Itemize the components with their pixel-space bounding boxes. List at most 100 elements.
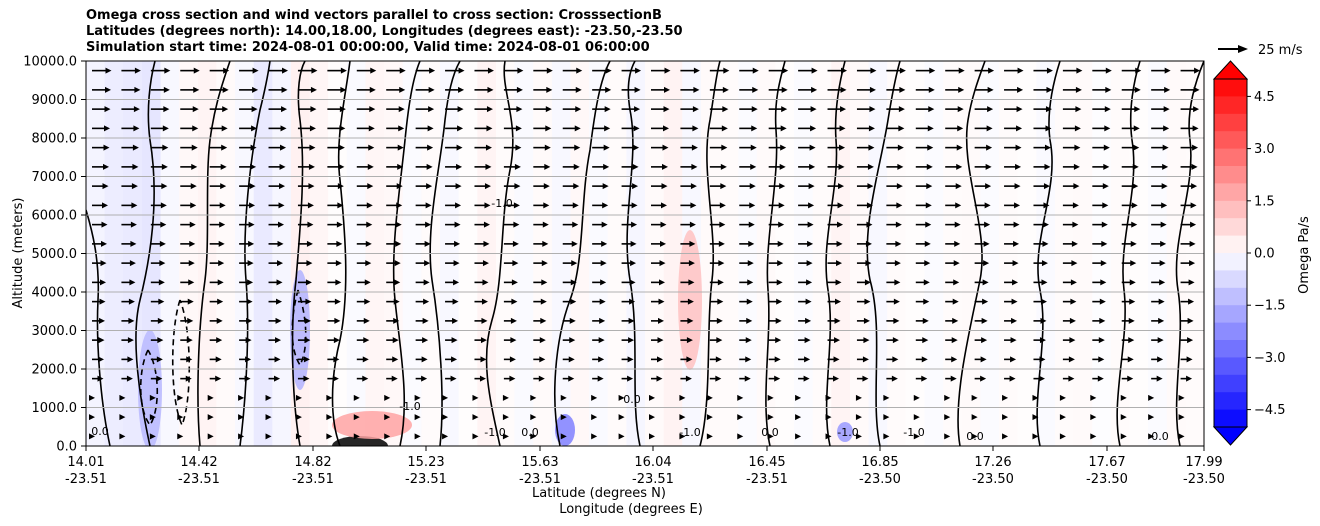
contour-label: 0.0 <box>1151 430 1169 443</box>
wind-vector <box>739 240 755 247</box>
wind-vector <box>445 106 464 113</box>
omega-feature <box>837 422 853 442</box>
wind-vector <box>1062 144 1081 151</box>
wind-vector <box>974 317 988 324</box>
wind-vector <box>121 144 139 151</box>
wind-vector <box>415 337 429 344</box>
wind-vector <box>150 298 165 305</box>
wind-vector <box>502 433 509 440</box>
wind-vector <box>415 163 433 170</box>
wind-vector <box>1180 240 1196 247</box>
wind-vector <box>502 394 509 401</box>
wind-vector <box>1032 433 1039 440</box>
wind-vector <box>827 317 841 324</box>
wind-vector <box>1178 394 1185 401</box>
wind-vector <box>739 298 753 305</box>
y-tick-label: 8000.0 <box>32 132 78 147</box>
wind-vector <box>150 375 163 382</box>
wind-vector <box>1004 221 1020 228</box>
wind-vector <box>591 394 598 401</box>
wind-vector <box>297 125 316 132</box>
wind-vector <box>709 240 725 247</box>
wind-vector <box>1062 106 1082 113</box>
wind-vector <box>562 240 578 247</box>
wind-vector <box>1121 125 1140 132</box>
wind-vector <box>1180 356 1193 363</box>
wind-vector <box>150 240 166 247</box>
wind-vector <box>856 67 877 74</box>
wind-vector <box>1121 375 1134 382</box>
wind-vector <box>209 279 224 286</box>
wind-vector <box>415 221 432 228</box>
wind-vector <box>353 394 360 401</box>
wind-vector <box>974 183 992 190</box>
wind-vector <box>1062 240 1078 247</box>
wind-vector <box>415 67 436 74</box>
wind-vector <box>1180 163 1198 170</box>
contour-label: 0.0 <box>91 425 109 438</box>
contour-line <box>135 61 156 446</box>
wind-vector <box>327 163 345 170</box>
wind-vector <box>621 221 638 228</box>
wind-vector <box>1033 221 1049 228</box>
wind-vector <box>533 317 547 324</box>
wind-vector <box>621 317 635 324</box>
wind-vector <box>827 337 841 344</box>
wind-vector <box>121 183 138 190</box>
x-tick-label-lat: 17.26 <box>974 455 1011 470</box>
wind-vector <box>1004 279 1019 286</box>
wind-vector <box>709 337 723 344</box>
wind-vector <box>945 163 963 170</box>
wind-vector <box>533 260 548 267</box>
colorbar-segment <box>1214 183 1247 202</box>
wind-vector <box>1092 279 1107 286</box>
wind-vector <box>886 144 904 151</box>
wind-vector <box>327 106 346 113</box>
wind-vector <box>327 144 345 151</box>
wind-vector <box>92 106 111 113</box>
wind-vectors <box>89 67 1201 440</box>
wind-vector <box>180 144 198 151</box>
wind-vector <box>944 433 951 440</box>
wind-vector <box>1090 394 1097 401</box>
wind-vector <box>974 163 992 170</box>
wind-vector <box>706 394 713 401</box>
contour-line <box>239 61 271 446</box>
contour-label: -1.0 <box>399 400 420 413</box>
wind-vector <box>592 317 606 324</box>
wind-vector <box>591 433 598 440</box>
wind-vector <box>327 202 344 209</box>
wind-vector <box>386 86 406 93</box>
wind-vector <box>327 337 340 344</box>
contour-line <box>1175 61 1204 446</box>
wind-vector <box>562 337 576 344</box>
contour-line <box>765 61 786 446</box>
wind-vector <box>886 240 902 247</box>
wind-vector <box>1062 375 1075 382</box>
wind-vector <box>974 375 987 382</box>
wind-vector <box>503 317 517 324</box>
wind-vector <box>533 337 546 344</box>
x-tick-label-lon: -23.51 <box>178 472 220 487</box>
wind-vector <box>1004 144 1022 151</box>
wind-vector <box>974 67 995 74</box>
colorbar-extend-max <box>1212 60 1249 80</box>
wind-vector <box>268 86 288 93</box>
contour-labels: 0.0 -1.0 0.0 -1.0 0.0 -1.0 0.0 -1.0 -1.0 -1.0 0.0 0… <box>91 197 1169 443</box>
wind-vector <box>326 433 333 440</box>
wind-vector <box>1180 279 1195 286</box>
wind-vector <box>1004 317 1018 324</box>
wind-vector <box>974 106 994 113</box>
wind-vector <box>445 356 458 363</box>
contour-line <box>331 61 351 446</box>
x-tick-label-lon: -23.50 <box>859 472 901 487</box>
wind-vector <box>1151 317 1165 324</box>
wind-vector <box>1180 317 1194 324</box>
contour-line <box>86 209 111 446</box>
wind-vector <box>1033 240 1049 247</box>
contour-line <box>1036 61 1061 446</box>
wind-vector <box>472 414 479 421</box>
wind-vector <box>1092 125 1111 132</box>
wind-vector <box>503 279 518 286</box>
wind-vector <box>913 414 920 421</box>
